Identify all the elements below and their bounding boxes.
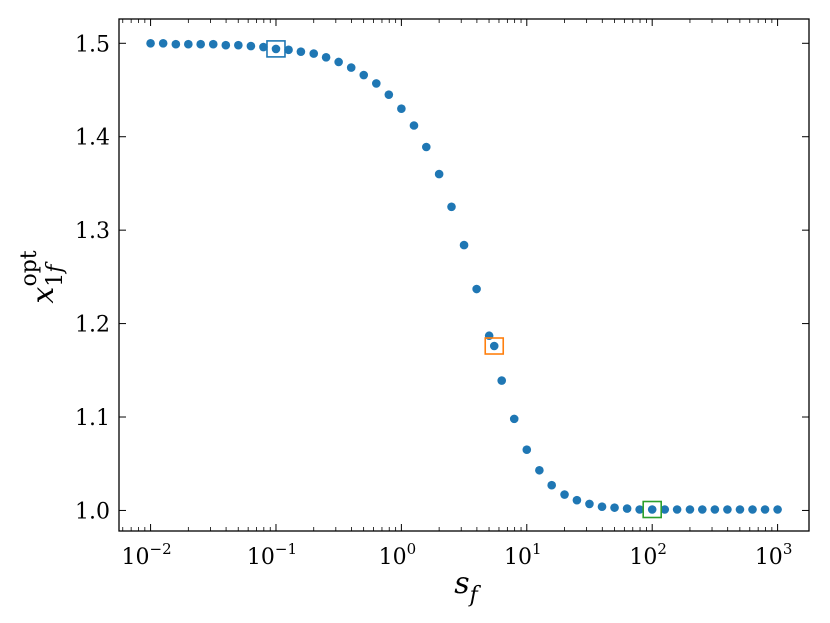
data-point <box>284 45 293 55</box>
data-point <box>158 38 168 48</box>
data-point <box>748 505 757 514</box>
highlight-square <box>484 337 505 355</box>
data-point <box>660 505 670 514</box>
x-axis-label: sf <box>454 566 481 608</box>
data-point <box>585 499 594 509</box>
svg-text:x1fopt: x1fopt <box>17 250 68 303</box>
x-axis-ticks: 10−2 10−1 100 101 102 103 <box>122 19 793 570</box>
data-point <box>635 505 644 514</box>
highlight-square <box>266 40 286 58</box>
data-point <box>346 63 356 72</box>
data-point <box>296 47 306 57</box>
y-tick-label: 1.3 <box>75 219 110 244</box>
data-point <box>622 504 632 513</box>
data-point <box>497 376 507 385</box>
plot-area <box>146 38 782 514</box>
data-point <box>459 240 469 250</box>
data-point <box>171 39 181 49</box>
data-point <box>221 40 231 50</box>
data-point <box>372 79 381 88</box>
data-point <box>472 284 481 294</box>
data-point <box>309 49 319 58</box>
plot-frame <box>118 18 810 532</box>
data-point <box>421 142 431 152</box>
y-tick-label: 1.0 <box>75 499 110 524</box>
data-point <box>698 505 707 514</box>
data-point <box>735 505 745 514</box>
data-point <box>610 503 619 512</box>
data-point <box>509 414 519 424</box>
y-axis-label: x1fopt <box>17 250 68 303</box>
data-point <box>259 42 268 52</box>
highlight-square <box>642 500 662 519</box>
highlight-markers <box>266 40 662 519</box>
data-point <box>597 502 607 512</box>
data-point <box>434 169 444 179</box>
data-point <box>271 44 281 54</box>
data-point <box>489 341 499 351</box>
data-point <box>447 202 456 212</box>
data-point <box>560 490 569 499</box>
y-tick-label: 1.4 <box>75 126 110 151</box>
data-point <box>334 57 343 67</box>
data-point <box>234 40 243 50</box>
data-point <box>685 505 695 514</box>
x-tick-label: 10−2 <box>122 540 172 570</box>
data-point <box>359 70 369 80</box>
x-tick-label: 100 <box>379 540 417 570</box>
y-tick-label: 1.1 <box>75 406 110 431</box>
x-tick-label: 101 <box>504 540 542 570</box>
data-point <box>773 505 782 514</box>
x-tick-label: 10−1 <box>247 540 297 570</box>
x-tick-label: 103 <box>755 540 793 570</box>
data-point <box>672 505 682 514</box>
data-point <box>146 38 155 48</box>
data-point <box>535 465 544 475</box>
y-tick-label: 1.2 <box>75 313 110 338</box>
data-point <box>246 41 256 51</box>
data-point <box>723 505 732 514</box>
data-point <box>710 505 720 514</box>
data-point <box>409 121 419 130</box>
data-point <box>647 505 657 514</box>
y-tick-label: 1.5 <box>75 32 110 57</box>
data-point <box>572 495 582 505</box>
data-point <box>760 505 770 514</box>
data-point <box>384 90 394 99</box>
data-point <box>196 39 205 49</box>
data-point <box>522 445 532 455</box>
data-point <box>321 53 331 62</box>
y-axis-ticks: 1.0 1.1 1.2 1.3 1.4 1.5 <box>75 32 809 524</box>
data-point <box>547 480 557 490</box>
data-point <box>184 39 193 49</box>
data-point <box>397 104 406 113</box>
x-tick-label: 102 <box>629 540 667 570</box>
data-point <box>208 39 218 49</box>
